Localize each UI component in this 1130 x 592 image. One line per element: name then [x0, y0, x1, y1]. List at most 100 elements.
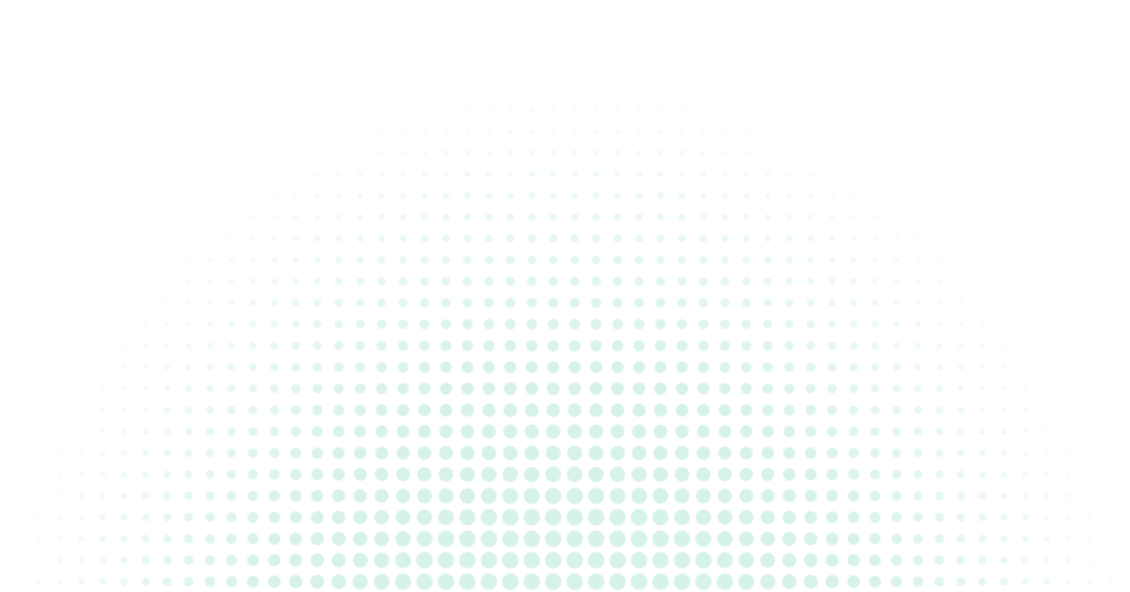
dot [356, 298, 365, 307]
dot [395, 552, 412, 569]
dot [722, 171, 728, 177]
dot [957, 428, 965, 435]
dot [528, 192, 536, 199]
dot [804, 468, 817, 481]
dot [292, 256, 299, 263]
dot [269, 426, 280, 437]
dot [100, 471, 106, 478]
dot [143, 300, 148, 305]
dot [614, 192, 621, 199]
dot [36, 515, 41, 520]
dot [463, 255, 472, 265]
dot [786, 214, 793, 220]
dot [935, 449, 944, 457]
dot [826, 468, 838, 481]
dot [784, 362, 795, 373]
dot [592, 234, 601, 243]
dot [611, 340, 624, 352]
dot [523, 487, 540, 504]
dot [935, 470, 944, 479]
dot [849, 341, 858, 350]
dot [566, 552, 583, 569]
dot [332, 510, 346, 524]
dot [1022, 492, 1029, 499]
dot [100, 386, 105, 391]
dot [1065, 579, 1071, 585]
dot [588, 487, 605, 504]
dot [594, 65, 598, 69]
dot [551, 107, 556, 112]
dot [57, 557, 63, 563]
dot [550, 128, 556, 134]
dot [957, 406, 965, 414]
dot [592, 192, 600, 199]
dot [937, 300, 942, 306]
dot [980, 322, 985, 327]
dot [482, 361, 495, 374]
dot [1109, 579, 1113, 584]
dot [637, 65, 641, 69]
dot [697, 361, 709, 373]
dot [913, 448, 923, 458]
dot [676, 319, 688, 330]
dot [460, 424, 475, 439]
dot [935, 406, 943, 414]
dot [165, 258, 169, 262]
dot [484, 255, 494, 265]
dot [394, 573, 412, 590]
dot [379, 171, 385, 177]
dot [289, 532, 303, 546]
dot [354, 383, 366, 394]
dot [675, 446, 689, 460]
dot [292, 278, 300, 285]
dot [523, 530, 540, 547]
dot [611, 382, 624, 395]
dot [674, 467, 690, 482]
dot [566, 487, 583, 504]
dot [696, 446, 711, 460]
dot [438, 467, 454, 482]
dot [609, 487, 626, 504]
dot [418, 361, 431, 373]
dot [739, 488, 754, 503]
dot [247, 554, 259, 566]
dot [438, 488, 454, 504]
dot [782, 510, 796, 524]
dot [653, 424, 668, 439]
dot [333, 404, 345, 416]
dot [183, 576, 194, 587]
dot [184, 534, 194, 544]
dot [465, 107, 470, 112]
dot [593, 128, 599, 134]
dot [869, 511, 881, 523]
dot [229, 236, 234, 241]
dot [399, 234, 407, 243]
dot [675, 403, 689, 417]
dot [524, 445, 540, 461]
dot [612, 276, 623, 287]
dot [121, 386, 127, 391]
dot [652, 552, 669, 569]
dot [851, 193, 856, 198]
dot [763, 340, 773, 351]
dot [551, 86, 555, 91]
dot [806, 341, 816, 351]
dot [742, 256, 751, 264]
dot [36, 494, 41, 498]
dot [526, 318, 538, 330]
dot [890, 576, 903, 588]
dot [1021, 535, 1029, 542]
dot [395, 488, 411, 504]
dot [336, 150, 341, 155]
dot [187, 215, 190, 219]
dot [314, 193, 320, 198]
dot [609, 552, 626, 569]
dot [227, 427, 236, 436]
dot [805, 447, 817, 459]
dot [460, 467, 475, 482]
dot [852, 151, 856, 155]
dot [376, 383, 388, 395]
dot [270, 363, 279, 372]
dot [915, 300, 921, 306]
dot [851, 172, 856, 176]
